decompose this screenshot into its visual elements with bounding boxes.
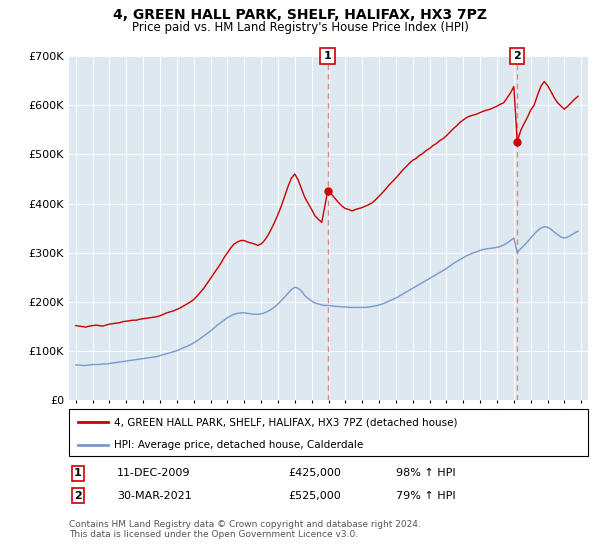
Text: HPI: Average price, detached house, Calderdale: HPI: Average price, detached house, Cald…: [114, 440, 363, 450]
Text: 4, GREEN HALL PARK, SHELF, HALIFAX, HX3 7PZ: 4, GREEN HALL PARK, SHELF, HALIFAX, HX3 …: [113, 8, 487, 22]
Text: £525,000: £525,000: [288, 491, 341, 501]
Text: 1: 1: [74, 468, 82, 478]
Text: 79% ↑ HPI: 79% ↑ HPI: [396, 491, 455, 501]
Text: 98% ↑ HPI: 98% ↑ HPI: [396, 468, 455, 478]
Text: Contains HM Land Registry data © Crown copyright and database right 2024.
This d: Contains HM Land Registry data © Crown c…: [69, 520, 421, 539]
Text: 2: 2: [514, 51, 521, 61]
Text: 1: 1: [324, 51, 332, 61]
Text: £425,000: £425,000: [288, 468, 341, 478]
Text: 11-DEC-2009: 11-DEC-2009: [117, 468, 191, 478]
Text: 30-MAR-2021: 30-MAR-2021: [117, 491, 192, 501]
Text: 2: 2: [74, 491, 82, 501]
Text: Price paid vs. HM Land Registry's House Price Index (HPI): Price paid vs. HM Land Registry's House …: [131, 21, 469, 34]
Text: 4, GREEN HALL PARK, SHELF, HALIFAX, HX3 7PZ (detached house): 4, GREEN HALL PARK, SHELF, HALIFAX, HX3 …: [114, 417, 458, 427]
